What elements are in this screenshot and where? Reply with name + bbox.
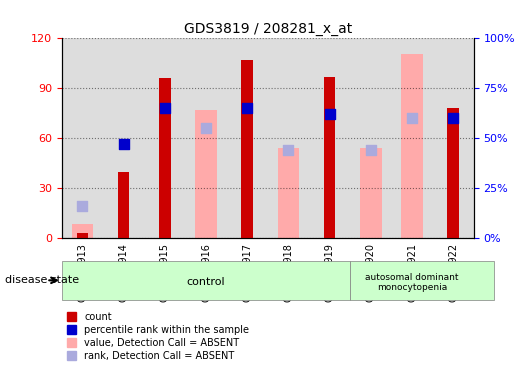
- FancyBboxPatch shape: [62, 261, 350, 300]
- Bar: [159, 78, 170, 238]
- Point: [408, 115, 416, 121]
- Bar: [118, 172, 129, 238]
- Point: [367, 147, 375, 153]
- Text: disease state: disease state: [5, 275, 79, 285]
- Bar: [227, 38, 268, 238]
- Bar: [185, 38, 227, 238]
- Bar: [72, 224, 93, 238]
- Bar: [350, 38, 391, 238]
- Bar: [433, 38, 474, 238]
- Bar: [401, 55, 423, 238]
- Bar: [448, 108, 459, 238]
- Point: [202, 125, 210, 131]
- Point: [449, 115, 457, 121]
- Bar: [77, 233, 88, 238]
- Bar: [268, 38, 309, 238]
- Text: control: control: [186, 277, 226, 287]
- Legend: count, percentile rank within the sample, value, Detection Call = ABSENT, rank, : count, percentile rank within the sample…: [66, 312, 249, 361]
- Bar: [309, 38, 350, 238]
- FancyBboxPatch shape: [350, 261, 494, 300]
- Bar: [144, 38, 185, 238]
- Title: GDS3819 / 208281_x_at: GDS3819 / 208281_x_at: [184, 22, 352, 36]
- Point: [284, 147, 293, 153]
- Point: [119, 141, 128, 147]
- Point: [243, 105, 251, 111]
- Text: autosomal dominant
monocytopenia: autosomal dominant monocytopenia: [365, 273, 459, 292]
- Bar: [195, 110, 217, 238]
- Bar: [242, 60, 253, 238]
- Point: [161, 105, 169, 111]
- Bar: [278, 148, 299, 238]
- Point: [78, 203, 87, 209]
- Point: [325, 111, 334, 118]
- Bar: [103, 38, 144, 238]
- Bar: [324, 77, 335, 238]
- Bar: [391, 38, 433, 238]
- Bar: [360, 148, 382, 238]
- Bar: [62, 38, 103, 238]
